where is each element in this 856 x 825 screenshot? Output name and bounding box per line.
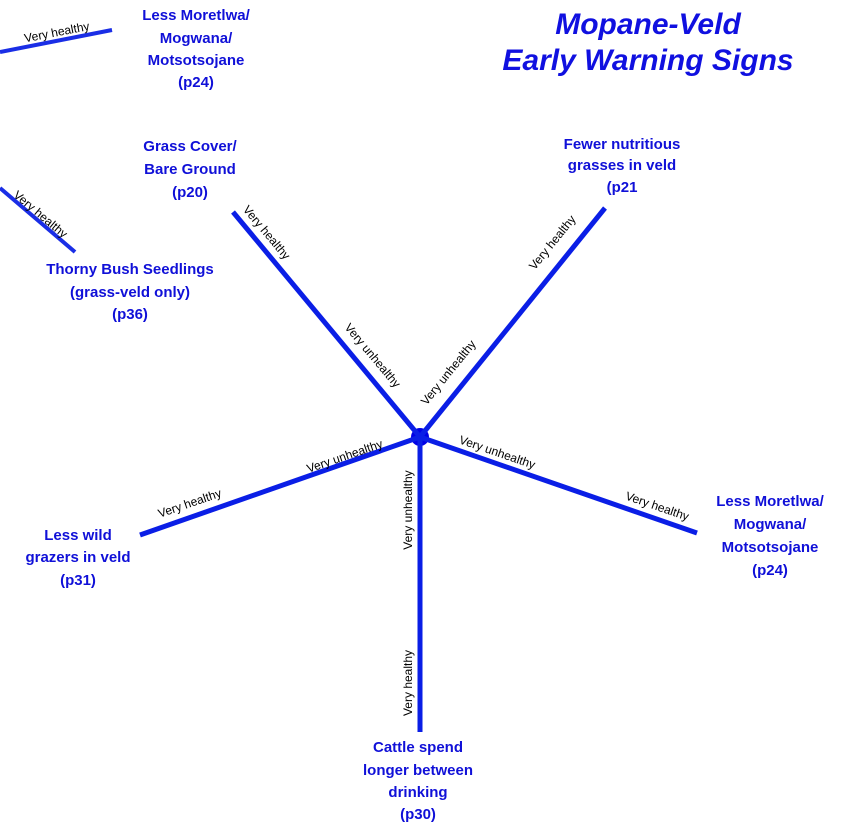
healthy-label: Very healthy	[401, 650, 415, 716]
legend-label: Mogwana/	[160, 30, 233, 47]
spoke	[419, 434, 698, 536]
spoke-label: (p21	[607, 179, 638, 196]
spoke-label: (p31)	[60, 572, 96, 589]
spoke-label: Cattle spend	[373, 739, 463, 756]
spoke-label: Grass Cover/	[143, 138, 237, 155]
spoke-label: Less Moretlwa/	[716, 493, 824, 510]
spoke-label: Less wild	[44, 527, 112, 544]
legend-line	[0, 186, 77, 254]
legend-label: Less Moretlwa/	[142, 7, 250, 24]
spoke-label: longer between	[363, 762, 473, 779]
legend-label: Thorny Bush Seedlings	[46, 261, 214, 278]
line-label: Very healthy	[11, 188, 71, 241]
spoke-label: grazers in veld	[25, 549, 130, 566]
spoke-label: Motsotsojane	[722, 539, 819, 556]
spoke-label: Fewer nutritious	[564, 136, 681, 153]
spoke-label: drinking	[388, 784, 447, 801]
healthy-label: Very healthy	[526, 212, 578, 272]
spoke-label: (p30)	[400, 806, 436, 823]
unhealthy-label: Very unhealthy	[401, 470, 415, 549]
legend-label: (grass-veld only)	[70, 284, 190, 301]
spoke-label: Mogwana/	[734, 516, 807, 533]
spoke-label: Bare Ground	[144, 161, 236, 178]
title: Early Warning Signs	[502, 44, 793, 77]
legend-line	[0, 28, 113, 54]
spoke	[418, 206, 607, 439]
legend-label: (p36)	[112, 306, 148, 323]
spoke-label: grasses in veld	[568, 157, 676, 174]
title: Mopane-Veld	[555, 8, 741, 41]
spoke-label: (p20)	[172, 184, 208, 201]
spoke-label: (p24)	[752, 562, 788, 579]
legend-label: (p24)	[178, 74, 214, 91]
spoke	[231, 210, 422, 439]
legend-label: Motsotsojane	[148, 52, 245, 69]
spoke	[139, 434, 421, 538]
